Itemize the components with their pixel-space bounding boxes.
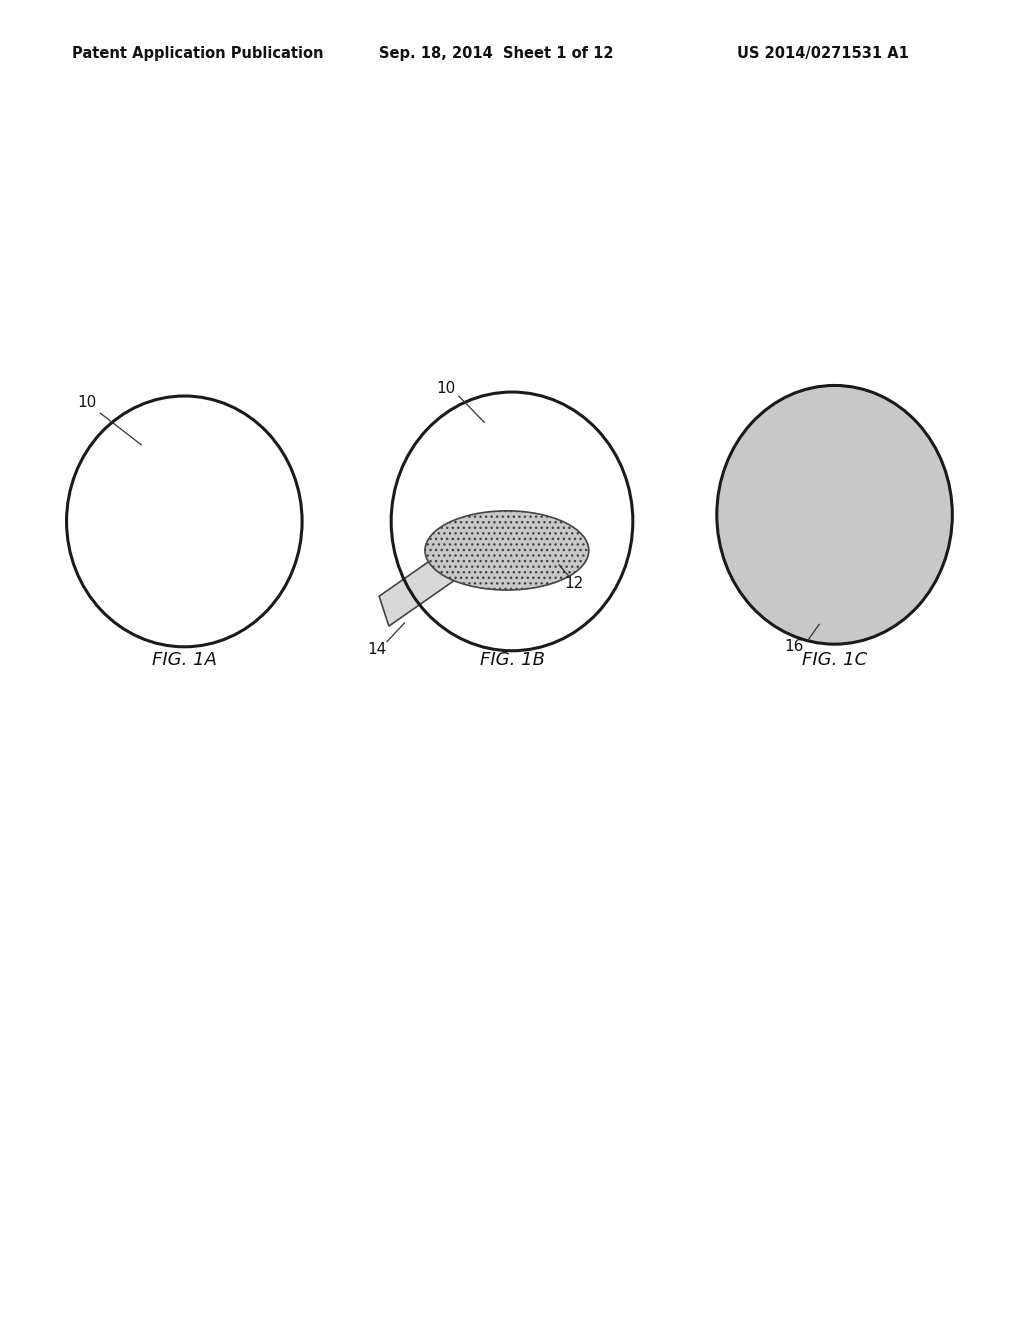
Text: FIG. 1A: FIG. 1A xyxy=(152,651,217,669)
Text: 10: 10 xyxy=(78,395,96,411)
Text: FIG. 1C: FIG. 1C xyxy=(802,651,867,669)
Ellipse shape xyxy=(425,511,589,590)
Text: Patent Application Publication: Patent Application Publication xyxy=(72,46,324,61)
Polygon shape xyxy=(379,536,476,626)
Text: Sep. 18, 2014  Sheet 1 of 12: Sep. 18, 2014 Sheet 1 of 12 xyxy=(379,46,613,61)
Text: FIG. 1B: FIG. 1B xyxy=(479,651,545,669)
Text: US 2014/0271531 A1: US 2014/0271531 A1 xyxy=(737,46,909,61)
Text: 16: 16 xyxy=(784,639,803,655)
Text: 14: 14 xyxy=(368,642,386,657)
Ellipse shape xyxy=(717,385,952,644)
Text: 12: 12 xyxy=(564,576,583,591)
Text: 10: 10 xyxy=(436,380,455,396)
